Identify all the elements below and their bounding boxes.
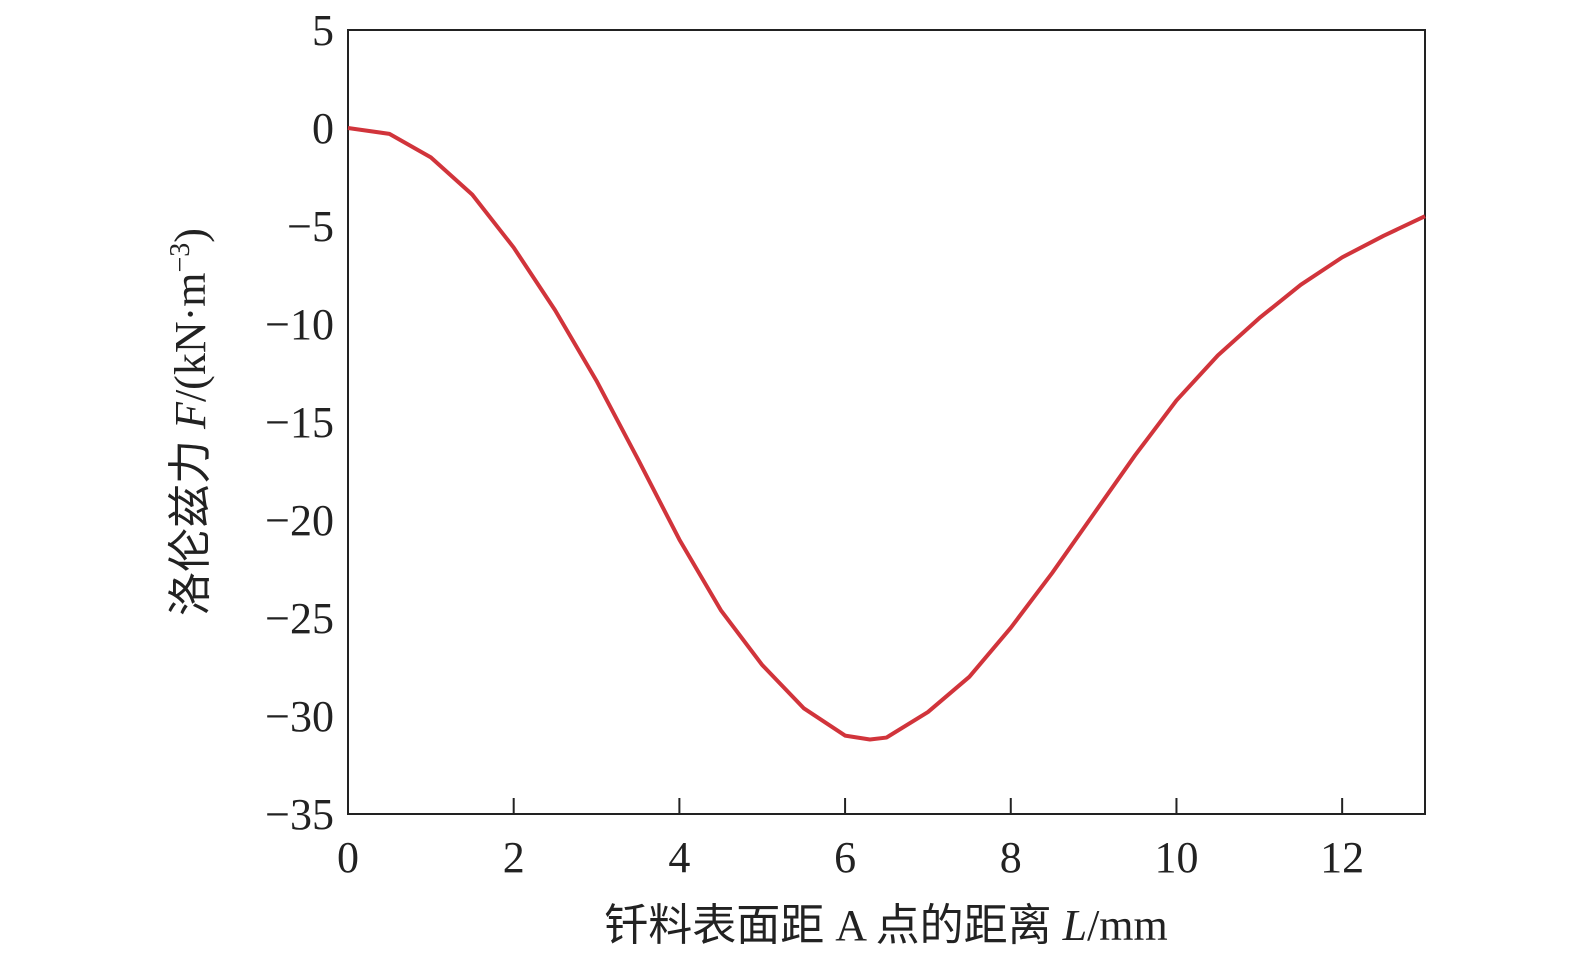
- y-tick-label: 0: [312, 104, 334, 153]
- y-tick-label: −20: [265, 496, 334, 545]
- y-label-text: 洛伦兹力: [166, 429, 215, 616]
- x-tick-label: 12: [1320, 833, 1364, 882]
- y-label-unit: /(kN·m: [166, 273, 215, 403]
- x-axis-label: 钎料表面距 A 点的距离 L/mm: [604, 901, 1168, 950]
- x-label-unit: /mm: [1087, 901, 1168, 950]
- x-tick-label: 8: [1000, 833, 1022, 882]
- x-tick-label: 6: [834, 833, 856, 882]
- x-tick-label: 0: [337, 833, 359, 882]
- x-tick-label: 4: [668, 833, 690, 882]
- x-tick-label: 10: [1154, 833, 1198, 882]
- y-tick-label: −5: [287, 202, 334, 251]
- plot-frame: [347, 29, 1426, 815]
- y-tick-label: −25: [265, 594, 334, 643]
- data-line: [347, 126, 1426, 742]
- y-label-exponent: −3: [165, 243, 196, 273]
- y-label-symbol: F: [166, 401, 215, 430]
- y-tick-label: −15: [265, 398, 334, 447]
- y-tick-label: −10: [265, 300, 334, 349]
- x-label-text: 钎料表面距 A 点的距离: [604, 901, 1062, 950]
- y-tick-label: −35: [265, 790, 334, 839]
- x-tick-label: 2: [503, 833, 525, 882]
- y-tick-label: −30: [265, 692, 334, 741]
- x-label-symbol: L: [1062, 901, 1087, 950]
- y-tick-label: 5: [312, 6, 334, 55]
- y-label-close: ): [166, 228, 215, 243]
- y-axis-label: 洛伦兹力 F/(kN·m−3): [165, 228, 215, 616]
